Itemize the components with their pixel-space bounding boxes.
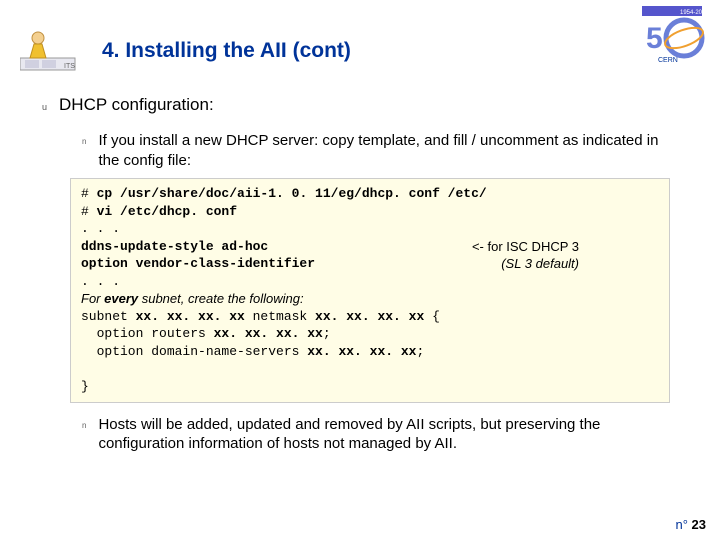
bullet-hosts: n Hosts will be added, updated and remov… (82, 415, 670, 454)
svg-text:CERN: CERN (658, 57, 678, 64)
bullet-marker-n2: n (82, 421, 86, 430)
its-logo: ITS (20, 28, 90, 73)
code-line-7: For every subnet, create the following: (81, 290, 659, 308)
bullet-install: n If you install a new DHCP server: copy… (82, 131, 670, 170)
bullet-text-sub2: Hosts will be added, updated and removed… (98, 415, 670, 454)
annotation-1: <- for ISC DHCP 3 (472, 238, 579, 256)
slide: 1954-2004 5 CERN ITS 4. Installing the A… (0, 0, 720, 540)
title-row: ITS 4. Installing the AII (cont) (20, 28, 700, 73)
annotation-2: (SL 3 default) (501, 255, 579, 273)
code-line-blank (81, 360, 659, 378)
bullet-dhcp: u DHCP configuration: (42, 95, 700, 115)
code-line-6: . . . (81, 273, 659, 291)
svg-text:ITS: ITS (64, 63, 75, 70)
bullet-text-sub1: If you install a new DHCP server: copy t… (98, 131, 670, 170)
svg-text:5: 5 (646, 22, 663, 55)
code-block: # cp /usr/share/doc/aii-1. 0. 11/eg/dhcp… (70, 178, 670, 403)
code-line-5: option vendor-class-identifier(SL 3 defa… (81, 255, 659, 273)
code-line-8: subnet xx. xx. xx. xx netmask xx. xx. xx… (81, 308, 659, 326)
bullet-marker-u: u (42, 102, 47, 112)
code-line-2: # vi /etc/dhcp. conf (81, 203, 659, 221)
code-line-12: } (81, 378, 659, 396)
cern-50-logo: 1954-2004 5 CERN (640, 6, 710, 64)
bullet-marker-n: n (82, 137, 86, 146)
code-line-1: # cp /usr/share/doc/aii-1. 0. 11/eg/dhcp… (81, 185, 659, 203)
code-line-10: option domain-name-servers xx. xx. xx. x… (81, 343, 659, 361)
slide-title: 4. Installing the AII (cont) (102, 39, 351, 63)
svg-text:1954-2004: 1954-2004 (680, 10, 709, 16)
code-line-4: ddns-update-style ad-hoc<- for ISC DHCP … (81, 238, 659, 256)
bullet-text-top: DHCP configuration: (59, 95, 214, 115)
page-number: n° 23 (675, 517, 706, 532)
code-line-3: . . . (81, 220, 659, 238)
code-line-9: option routers xx. xx. xx. xx; (81, 325, 659, 343)
